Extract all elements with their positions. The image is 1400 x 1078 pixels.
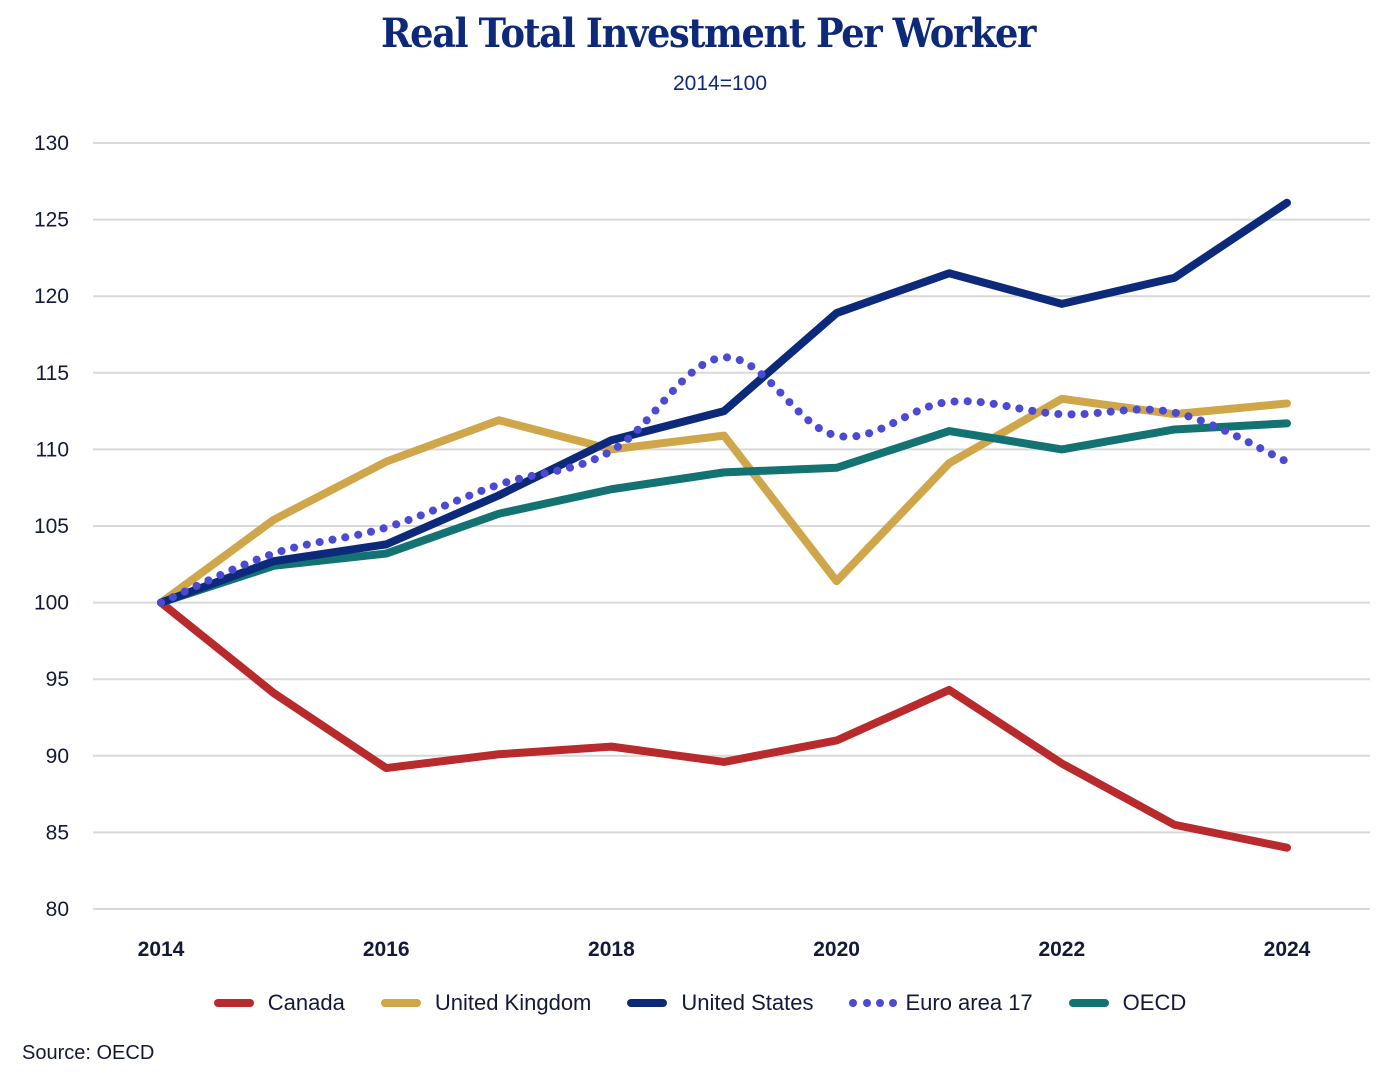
y-tick-label: 105	[34, 515, 69, 538]
x-tick-label: 2020	[813, 938, 860, 961]
legend-item-canada: Canada	[213, 990, 345, 1016]
y-tick-label: 90	[46, 745, 69, 768]
legend-label: United Kingdom	[434, 990, 592, 1015]
x-tick-label: 2018	[588, 938, 635, 961]
y-tick-label: 115	[36, 362, 69, 385]
legend-item-oecd: OECD	[1068, 990, 1187, 1016]
series-line-oecd	[157, 419, 1291, 607]
series-line-united-states	[157, 198, 1291, 607]
chart-title: Real Total Investment Per Worker	[380, 10, 1036, 57]
x-axis-ticks: 2014 2016 2018 2020 2022 2024	[138, 938, 1311, 961]
y-tick-label: 100	[34, 592, 69, 615]
legend-swatch	[213, 999, 254, 1007]
series-line-euro-area-17	[157, 353, 1291, 607]
y-tick-label: 80	[46, 898, 69, 921]
legend-item-united-states: United States	[627, 990, 813, 1016]
chart-subtitle: 2014=100	[672, 72, 768, 95]
series-lines	[157, 198, 1291, 852]
x-tick-label: 2022	[1038, 938, 1085, 961]
y-tick-label: 110	[36, 438, 69, 461]
legend-swatch	[627, 999, 668, 1007]
legend: Canada United Kingdom United States Euro ar…	[0, 990, 1400, 1016]
y-tick-label: 130	[34, 132, 69, 155]
gridlines	[93, 142, 1370, 910]
legend-swatch	[380, 999, 421, 1007]
x-tick-label: 2016	[363, 938, 410, 961]
legend-label: Canada	[267, 990, 345, 1015]
x-tick-label: 2014	[138, 938, 185, 961]
legend-label: Euro area 17	[905, 990, 1033, 1015]
y-tick-label: 85	[46, 821, 69, 844]
legend-label: United States	[681, 990, 814, 1015]
y-axis-ticks: 80 85 90 95 100 105 110 115 120 125 130	[34, 132, 69, 921]
legend-swatch	[849, 999, 898, 1007]
series-line-united-kingdom	[157, 394, 1291, 607]
source-note: Source: OECD	[22, 1042, 155, 1064]
legend-item-united-kingdom: United Kingdom	[380, 990, 592, 1016]
legend-swatch	[1068, 999, 1109, 1007]
legend-label: OECD	[1122, 990, 1187, 1015]
y-tick-label: 125	[34, 209, 69, 232]
y-tick-label: 95	[46, 668, 69, 691]
legend-item-euro-area-17: Euro area 17	[849, 990, 1033, 1016]
series-line-canada	[157, 598, 1291, 852]
x-tick-label: 2024	[1264, 938, 1311, 961]
y-tick-label: 120	[34, 285, 69, 308]
